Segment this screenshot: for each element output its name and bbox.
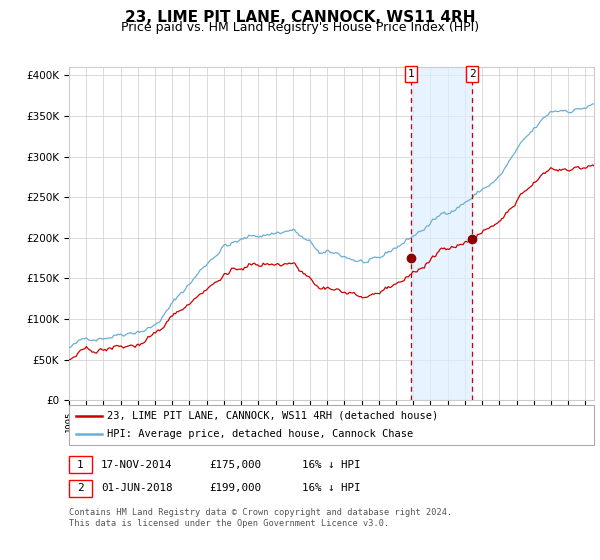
- Bar: [411, 67, 472, 400]
- Text: Contains HM Land Registry data © Crown copyright and database right 2024.
This d: Contains HM Land Registry data © Crown c…: [69, 508, 452, 528]
- Text: 23, LIME PIT LANE, CANNOCK, WS11 4RH (detached house): 23, LIME PIT LANE, CANNOCK, WS11 4RH (de…: [107, 411, 438, 421]
- Text: 2: 2: [77, 483, 84, 493]
- Text: 16% ↓ HPI: 16% ↓ HPI: [302, 483, 360, 493]
- Text: £199,000: £199,000: [209, 483, 261, 493]
- Text: 17-NOV-2014: 17-NOV-2014: [101, 460, 172, 470]
- Text: 1: 1: [408, 69, 415, 79]
- Text: 01-JUN-2018: 01-JUN-2018: [101, 483, 172, 493]
- Text: 1: 1: [77, 460, 84, 470]
- Text: 16% ↓ HPI: 16% ↓ HPI: [302, 460, 360, 470]
- Text: £175,000: £175,000: [209, 460, 261, 470]
- Text: HPI: Average price, detached house, Cannock Chase: HPI: Average price, detached house, Cann…: [107, 430, 413, 439]
- Text: 23, LIME PIT LANE, CANNOCK, WS11 4RH: 23, LIME PIT LANE, CANNOCK, WS11 4RH: [125, 10, 475, 25]
- Text: Price paid vs. HM Land Registry's House Price Index (HPI): Price paid vs. HM Land Registry's House …: [121, 21, 479, 34]
- Text: 2: 2: [469, 69, 476, 79]
